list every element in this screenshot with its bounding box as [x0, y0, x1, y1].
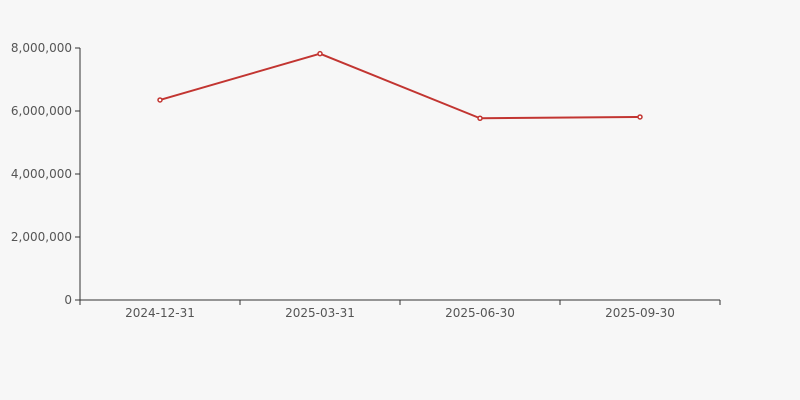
x-tick-label: 2025-06-30 — [445, 306, 515, 320]
x-tick-label: 2025-03-31 — [285, 306, 355, 320]
y-tick-label: 8,000,000 — [11, 41, 72, 55]
x-tick-label: 2025-09-30 — [605, 306, 675, 320]
y-tick-label: 4,000,000 — [11, 167, 72, 181]
series-line — [159, 52, 641, 120]
data-point-marker[interactable] — [477, 115, 483, 121]
y-tick-label: 0 — [64, 293, 72, 307]
data-point-marker[interactable] — [157, 97, 163, 103]
data-point-marker[interactable] — [637, 114, 643, 120]
y-tick-label: 2,000,000 — [11, 230, 72, 244]
x-tick-label: 2024-12-31 — [125, 306, 195, 320]
y-tick-label: 6,000,000 — [11, 104, 72, 118]
data-point-marker[interactable] — [317, 50, 323, 57]
